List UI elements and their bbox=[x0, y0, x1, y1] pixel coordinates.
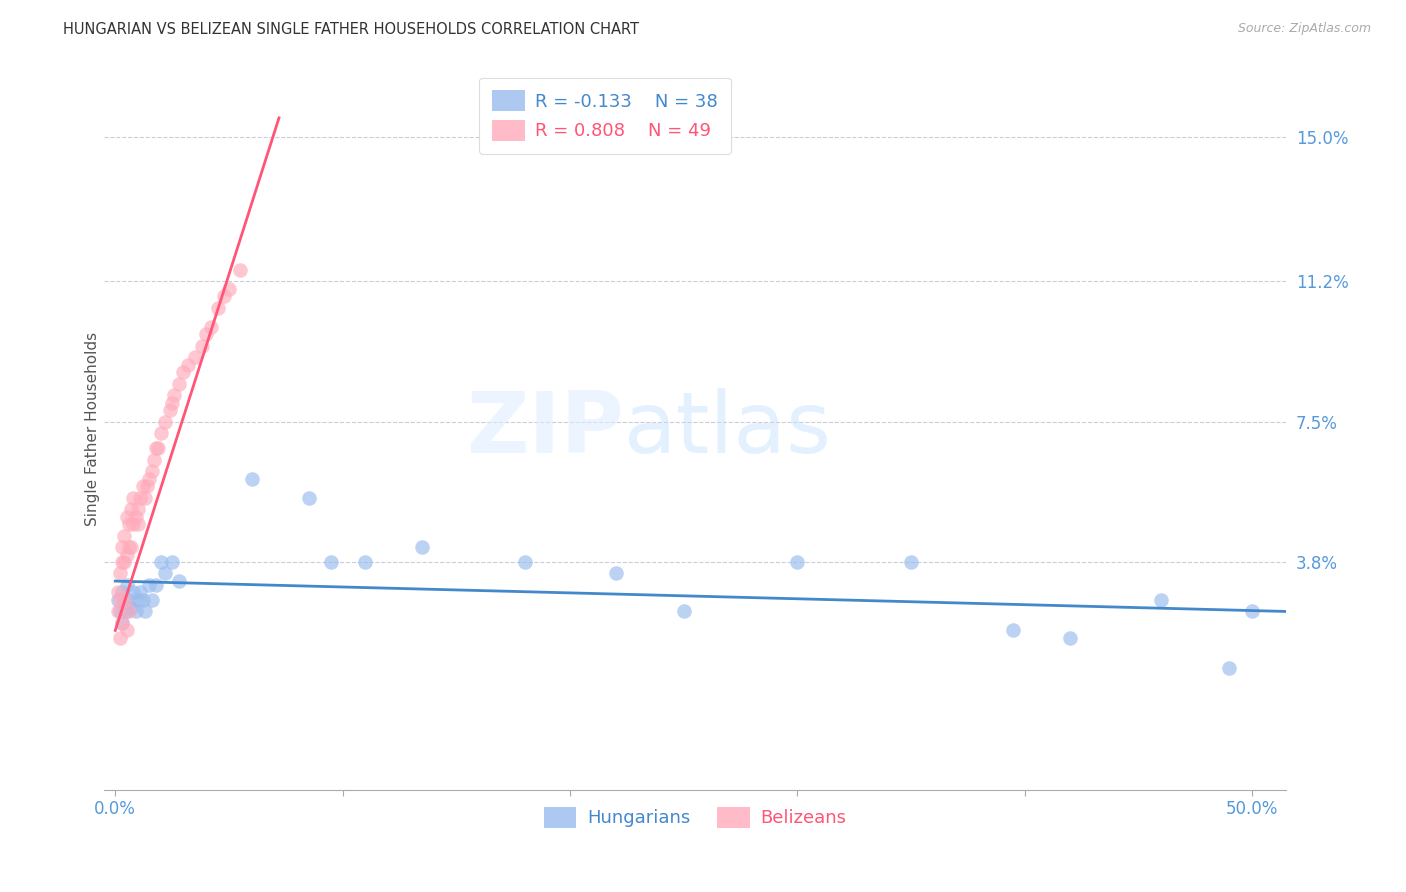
Point bbox=[118, 517, 141, 532]
Point bbox=[112, 604, 135, 618]
Point bbox=[142, 452, 165, 467]
Point bbox=[173, 365, 195, 379]
Point bbox=[111, 615, 134, 630]
Point bbox=[1241, 604, 1264, 618]
Point bbox=[107, 593, 129, 607]
Point bbox=[195, 327, 218, 342]
Point bbox=[112, 528, 135, 542]
Point bbox=[1218, 661, 1240, 675]
Point bbox=[1002, 624, 1025, 638]
Point bbox=[207, 301, 229, 315]
Point bbox=[115, 548, 138, 562]
Point bbox=[122, 585, 145, 599]
Point bbox=[107, 585, 129, 599]
Point bbox=[115, 604, 138, 618]
Point bbox=[127, 502, 149, 516]
Point bbox=[108, 593, 131, 607]
Point bbox=[229, 262, 252, 277]
Point bbox=[131, 593, 153, 607]
Point bbox=[190, 339, 212, 353]
Point bbox=[149, 425, 172, 440]
Point bbox=[155, 415, 177, 429]
Point bbox=[108, 604, 131, 618]
Point bbox=[134, 491, 156, 505]
Point bbox=[107, 604, 129, 618]
Point bbox=[111, 540, 134, 554]
Point bbox=[138, 578, 160, 592]
Point bbox=[115, 624, 138, 638]
Point bbox=[177, 358, 200, 372]
Point bbox=[155, 566, 177, 581]
Point bbox=[138, 472, 160, 486]
Point bbox=[297, 491, 319, 505]
Point bbox=[1059, 631, 1081, 645]
Point bbox=[108, 566, 131, 581]
Point bbox=[900, 555, 922, 569]
Point bbox=[108, 631, 131, 645]
Point bbox=[141, 464, 163, 478]
Point bbox=[1150, 593, 1173, 607]
Point bbox=[786, 555, 808, 569]
Point bbox=[218, 282, 240, 296]
Point bbox=[115, 578, 138, 592]
Point bbox=[411, 540, 433, 554]
Point bbox=[118, 540, 141, 554]
Point bbox=[111, 555, 134, 569]
Point bbox=[214, 289, 236, 303]
Point bbox=[131, 479, 153, 493]
Point bbox=[167, 376, 190, 391]
Text: ZIP: ZIP bbox=[467, 388, 624, 471]
Point bbox=[160, 555, 183, 569]
Point bbox=[167, 574, 190, 588]
Point bbox=[111, 615, 134, 630]
Point bbox=[605, 566, 627, 581]
Point bbox=[148, 441, 170, 455]
Point bbox=[118, 604, 141, 618]
Text: Source: ZipAtlas.com: Source: ZipAtlas.com bbox=[1237, 22, 1371, 36]
Point bbox=[149, 555, 172, 569]
Point bbox=[112, 593, 135, 607]
Point bbox=[122, 491, 145, 505]
Point bbox=[120, 600, 142, 615]
Point bbox=[129, 491, 152, 505]
Point bbox=[321, 555, 343, 569]
Point bbox=[200, 319, 222, 334]
Point bbox=[145, 441, 167, 455]
Point bbox=[115, 509, 138, 524]
Point bbox=[159, 403, 181, 417]
Point bbox=[141, 593, 163, 607]
Legend: Hungarians, Belizeans: Hungarians, Belizeans bbox=[537, 800, 853, 835]
Point bbox=[672, 604, 695, 618]
Y-axis label: Single Father Households: Single Father Households bbox=[86, 332, 100, 526]
Point bbox=[129, 585, 152, 599]
Point bbox=[184, 350, 207, 364]
Point bbox=[163, 388, 186, 402]
Point bbox=[145, 578, 167, 592]
Point bbox=[134, 604, 156, 618]
Point bbox=[118, 593, 141, 607]
Point bbox=[111, 585, 134, 599]
Point bbox=[120, 540, 142, 554]
Point bbox=[122, 517, 145, 532]
Point bbox=[240, 472, 263, 486]
Text: atlas: atlas bbox=[624, 388, 832, 471]
Point bbox=[160, 395, 183, 409]
Text: HUNGARIAN VS BELIZEAN SINGLE FATHER HOUSEHOLDS CORRELATION CHART: HUNGARIAN VS BELIZEAN SINGLE FATHER HOUS… bbox=[63, 22, 640, 37]
Point bbox=[112, 555, 135, 569]
Point bbox=[112, 593, 135, 607]
Point bbox=[354, 555, 377, 569]
Point bbox=[125, 604, 148, 618]
Point bbox=[125, 509, 148, 524]
Point bbox=[127, 517, 149, 532]
Point bbox=[513, 555, 536, 569]
Point bbox=[127, 593, 149, 607]
Point bbox=[136, 479, 159, 493]
Point bbox=[120, 502, 142, 516]
